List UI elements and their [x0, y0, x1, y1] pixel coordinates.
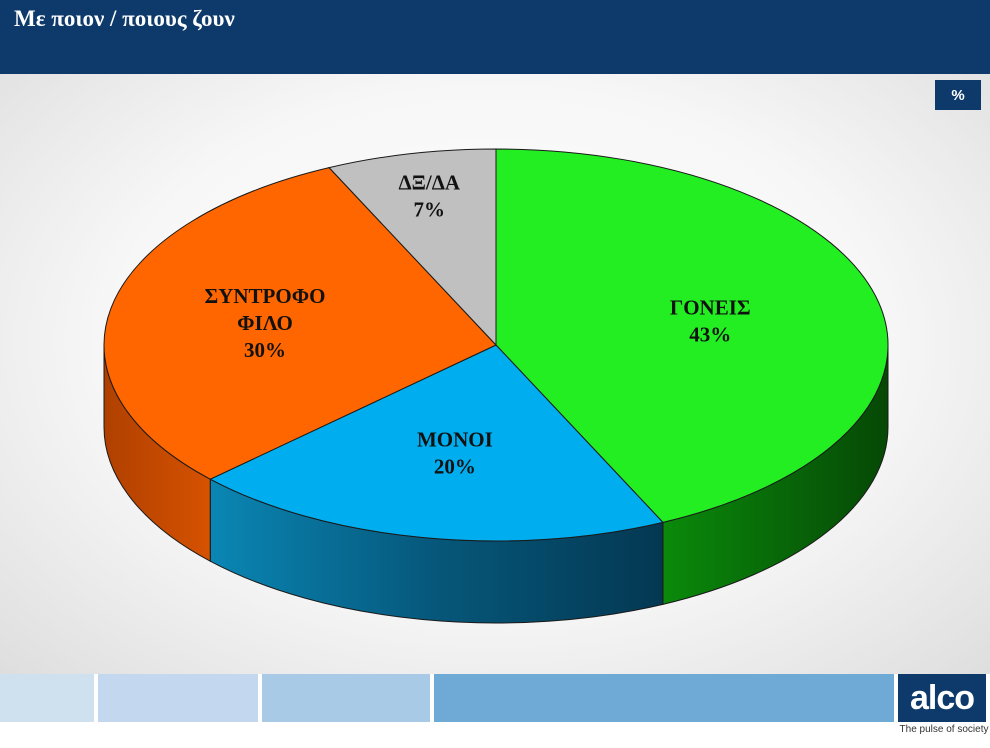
- slice-value-label: 30%: [244, 338, 286, 362]
- slice-category-label: ΦΙΛΟ: [237, 311, 293, 335]
- slice-value-label: 43%: [689, 323, 731, 347]
- pie-slice: [103, 167, 497, 480]
- slice-category-label: ΓΟΝΕΙΣ: [670, 296, 751, 320]
- footer-block: [434, 674, 894, 722]
- slice-category-label: ΔΞ/ΔΑ: [399, 170, 461, 194]
- pie-slice: [495, 148, 889, 523]
- footer-block: [98, 674, 258, 722]
- header-bar: Με ποιον / ποιους ζουν: [0, 0, 990, 74]
- unit-badge: %: [935, 80, 981, 110]
- slice-value-label: 7%: [414, 197, 446, 221]
- pie-slice: [209, 344, 664, 542]
- slice-category-label: ΣΥΝΤΡΟΦΟ: [204, 284, 325, 308]
- footer-bar: [0, 674, 990, 748]
- page-title: Με ποιον / ποιους ζουν: [14, 6, 235, 31]
- logo-tagline: The pulse of society: [899, 724, 989, 735]
- slice-value-label: 20%: [434, 454, 476, 478]
- slice-category-label: ΜΟΝΟΙ: [417, 427, 493, 451]
- footer-block: [262, 674, 430, 722]
- pie-slice: [328, 148, 497, 347]
- alco-logo: alco: [898, 674, 986, 722]
- footer-block: [0, 674, 94, 722]
